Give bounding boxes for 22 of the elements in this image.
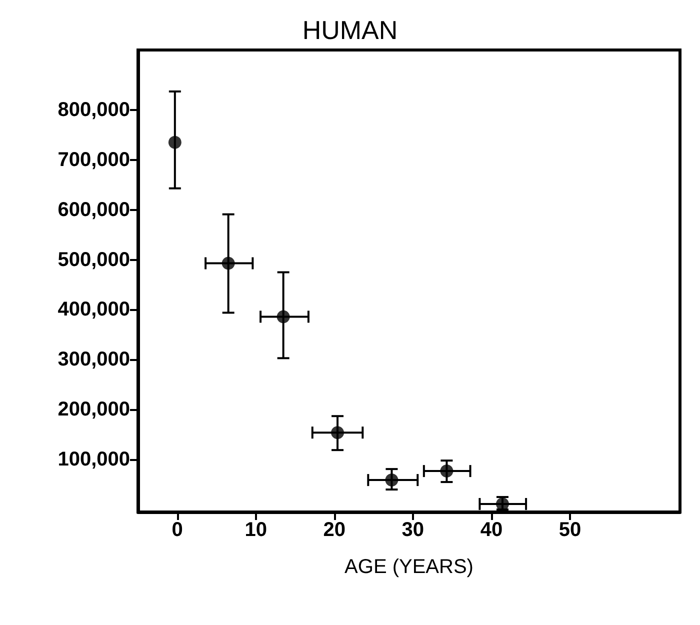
x-tick-label: 10 xyxy=(244,519,267,541)
y-tick-label: 200,000 xyxy=(58,398,130,421)
y-tick-label: 300,000 xyxy=(58,348,130,371)
y-tick-label: 100,000 xyxy=(58,448,130,471)
point xyxy=(276,310,290,324)
point xyxy=(168,136,182,149)
x-tick-label: 40 xyxy=(480,519,503,541)
chart-title: HUMAN xyxy=(302,15,398,45)
point xyxy=(385,474,398,487)
point xyxy=(440,464,454,478)
y-tick-label: 500,000 xyxy=(58,248,130,271)
point xyxy=(222,256,235,270)
y-tick-label: 800,000 xyxy=(58,98,130,121)
x-tick-label: 30 xyxy=(402,519,424,541)
x-tick-label: 20 xyxy=(323,519,346,541)
y-tick-label: 400,000 xyxy=(58,298,130,321)
y-tick-label: 600,000 xyxy=(58,198,130,221)
point xyxy=(331,426,344,440)
y-tick-label: 700,000 xyxy=(58,148,130,171)
x-tick-label: 0 xyxy=(172,519,183,541)
x-axis-title: AGE (YEARS) xyxy=(344,556,474,578)
x-tick-label: 50 xyxy=(558,519,582,541)
